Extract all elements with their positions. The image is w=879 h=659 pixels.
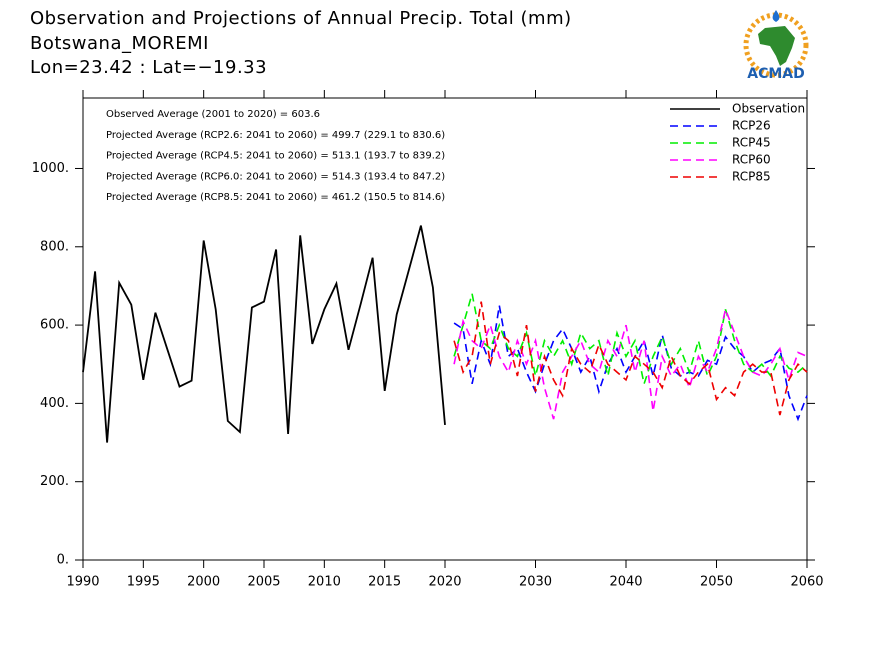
location: Lon=23.42 : Lat=−19.33 (30, 57, 267, 78)
annotation: Projected Average (RCP6.0: 2041 to 2060)… (106, 171, 445, 182)
x-tick-label: 2020 (428, 575, 461, 590)
y-tick-label: 800. (40, 239, 69, 254)
x-tick-label: 2040 (609, 575, 642, 590)
annotation: Projected Average (RCP4.5: 2041 to 2060)… (106, 151, 445, 162)
series-line (453, 301, 808, 416)
x-tick-label: 2010 (308, 575, 341, 590)
chart-subtitle: Botswana_MOREMI (30, 33, 209, 54)
annotation: Observed Average (2001 to 2020) = 603.6 (106, 109, 320, 120)
legend-label: RCP60 (732, 153, 771, 167)
logo-ring (743, 12, 809, 78)
legend-label: RCP85 (732, 170, 771, 184)
x-tick-label: 2015 (368, 575, 401, 590)
annotation: Projected Average (RCP2.6: 2041 to 2060)… (106, 130, 445, 141)
x-tick-label: 2005 (247, 575, 280, 590)
x-tick-label: 2050 (700, 575, 733, 590)
x-tick-label: 2030 (519, 575, 552, 590)
series-line (453, 306, 808, 420)
legend-label: Observation (732, 102, 805, 116)
logo: ACMAD (743, 10, 809, 82)
y-tick-label: 400. (40, 396, 69, 411)
chart-title: Observation and Projections of Annual Pr… (30, 8, 572, 29)
x-tick-label: 2000 (187, 575, 220, 590)
plot-frame (82, 97, 808, 561)
annotation: Projected Average (RCP8.5: 2041 to 2060)… (106, 192, 445, 203)
y-tick-label: 1000. (32, 161, 69, 176)
logo-drop (772, 10, 780, 22)
x-tick-label: 1990 (66, 575, 99, 590)
y-tick-label: 600. (40, 318, 69, 333)
legend-label: RCP26 (732, 119, 771, 133)
logo-text: ACMAD (747, 66, 805, 82)
series-line (82, 225, 446, 443)
x-tick-label: 1995 (127, 575, 160, 590)
logo-africa (758, 26, 795, 66)
y-tick-label: 0. (57, 553, 69, 568)
series-line (453, 305, 808, 422)
y-tick-label: 200. (40, 474, 69, 489)
x-tick-label: 2060 (790, 575, 823, 590)
legend-label: RCP45 (732, 136, 771, 150)
